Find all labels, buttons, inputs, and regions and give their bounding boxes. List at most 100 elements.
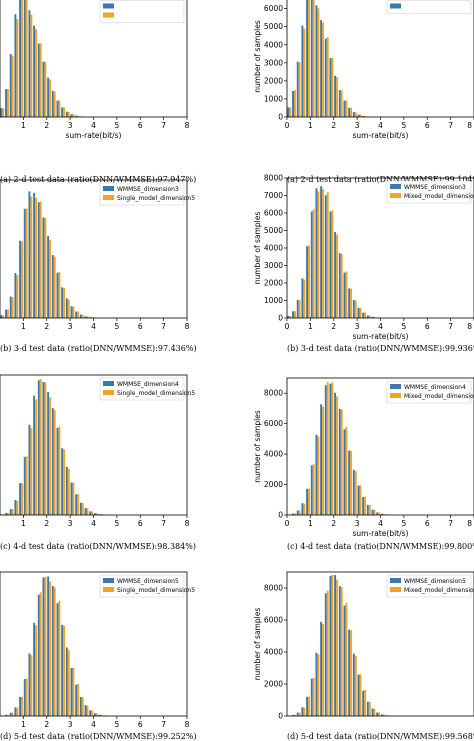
- bar-dnn: [340, 409, 343, 515]
- bar-dnn: [359, 114, 362, 117]
- bar-wmmse: [292, 90, 295, 117]
- bar-wmmse: [56, 100, 59, 117]
- legend-entry: WMMSE_dimension3: [404, 184, 466, 191]
- y-tick-label: 4000: [264, 40, 283, 49]
- bar-dnn: [35, 625, 37, 716]
- bar-wmmse: [51, 90, 54, 117]
- bar-dnn: [16, 275, 19, 318]
- bar-dnn: [11, 55, 14, 117]
- chart-b-right: 0 1 2 3 4 5 6 7 8 0 1000 2000 3000 4000 5000 6000 7000 80…: [253, 174, 474, 353]
- bar-wmmse: [79, 696, 82, 716]
- x-tick-label: 7: [448, 121, 453, 130]
- bar-wmmse: [61, 107, 64, 117]
- x-tick-label: 3: [68, 519, 73, 528]
- legend-entry: WMMSE_dimension5: [404, 578, 466, 585]
- bar-dnn: [30, 14, 33, 117]
- x-tick-label: 6: [425, 121, 430, 130]
- bar-wmmse: [84, 508, 87, 515]
- x-tick-label: 1: [308, 121, 313, 130]
- bar-wmmse: [315, 188, 318, 318]
- bar-dnn: [322, 22, 324, 117]
- bar-dnn: [350, 450, 353, 515]
- bars-b-right: [287, 186, 381, 318]
- bar-dnn: [35, 197, 37, 318]
- x-axis-label: sum-rate(bit/s): [353, 131, 409, 140]
- bar-dnn: [30, 655, 33, 716]
- bar-dnn: [58, 426, 61, 515]
- legend: WMMSE_dimension4 Single_model_dimension5: [99, 377, 195, 401]
- x-tick-label: 4: [91, 121, 96, 130]
- bar-wmmse: [296, 712, 299, 716]
- bar-wmmse: [371, 509, 374, 515]
- bar-dnn: [364, 496, 367, 515]
- bar-dnn: [49, 79, 52, 117]
- bar-wmmse: [98, 714, 101, 716]
- bar-wmmse: [14, 500, 17, 515]
- y-tick-label: 0: [278, 712, 283, 721]
- x-tick-label: 6: [138, 519, 143, 528]
- x-tick-label: 2: [44, 121, 49, 130]
- x-tick-label: 1: [308, 322, 313, 331]
- bar-dnn: [21, 483, 23, 515]
- bar-dnn: [25, 208, 28, 318]
- bar-wmmse: [47, 576, 50, 716]
- bar-dnn: [49, 239, 52, 318]
- y-axis-label: number of samples: [253, 410, 262, 483]
- bar-dnn: [81, 697, 84, 716]
- bar-wmmse: [89, 710, 92, 716]
- axes-frame: [286, 0, 474, 118]
- x-tick-label: 4: [91, 322, 96, 331]
- bar-wmmse: [310, 211, 313, 318]
- y-tick-label: 0: [278, 511, 283, 520]
- legend: WMMSE_dimension5 Single_model_dimension5: [99, 574, 195, 598]
- bar-dnn: [308, 696, 310, 716]
- bar-dnn: [350, 288, 353, 318]
- bar-dnn: [35, 399, 37, 515]
- y-tick-label: 6000: [264, 4, 283, 13]
- x-tick-label: 7: [448, 322, 453, 331]
- bar-wmmse: [357, 307, 360, 318]
- x-tick-label: 4: [378, 519, 383, 528]
- bar-wmmse: [320, 404, 323, 515]
- x-tick-label: 8: [467, 322, 472, 331]
- bar-dnn: [340, 90, 343, 117]
- y-tick-label: 2000: [264, 680, 283, 689]
- bar-wmmse: [371, 316, 374, 318]
- y-axis-label: number of samples: [253, 608, 262, 681]
- bar-wmmse: [0, 108, 3, 117]
- bars-d-left: [0, 576, 108, 716]
- bar-wmmse: [37, 202, 40, 318]
- bar-wmmse: [33, 25, 36, 117]
- axes-frame: [286, 571, 474, 717]
- bar-wmmse: [47, 235, 50, 318]
- bar-wmmse: [28, 10, 31, 117]
- x-tick-label: 8: [185, 121, 190, 130]
- bar-wmmse: [310, 0, 313, 117]
- x-tick-label: 7: [161, 121, 166, 130]
- bar-dnn: [49, 397, 52, 515]
- bar-dnn: [44, 382, 47, 515]
- bar-dnn: [2, 315, 5, 318]
- bar-dnn: [63, 625, 66, 716]
- x-tick-label: 1: [21, 322, 26, 331]
- y-tick-label: 2000: [264, 480, 283, 489]
- bar-dnn: [336, 77, 339, 117]
- y-tick-label: 2000: [264, 76, 283, 85]
- y-tick-label: 0: [278, 113, 283, 122]
- bar-dnn: [53, 587, 56, 716]
- bar-dnn: [359, 485, 362, 515]
- chart-caption: (d) 5-d test data (ratio(DNN/WMMSE):99.2…: [0, 732, 197, 741]
- bar-dnn: [72, 482, 75, 515]
- bar-dnn: [308, 0, 310, 117]
- bar-dnn: [373, 316, 376, 318]
- x-axis-label: sum-rate(bit/s): [66, 131, 122, 140]
- x-tick-label: 3: [68, 121, 73, 130]
- bar-dnn: [44, 62, 47, 117]
- bar-dnn: [58, 272, 61, 318]
- bar-dnn: [77, 311, 80, 318]
- bar-wmmse: [56, 272, 59, 318]
- bar-wmmse: [301, 25, 304, 117]
- bar-wmmse: [296, 300, 299, 318]
- bar-dnn: [25, 678, 28, 716]
- bar-wmmse: [56, 603, 59, 716]
